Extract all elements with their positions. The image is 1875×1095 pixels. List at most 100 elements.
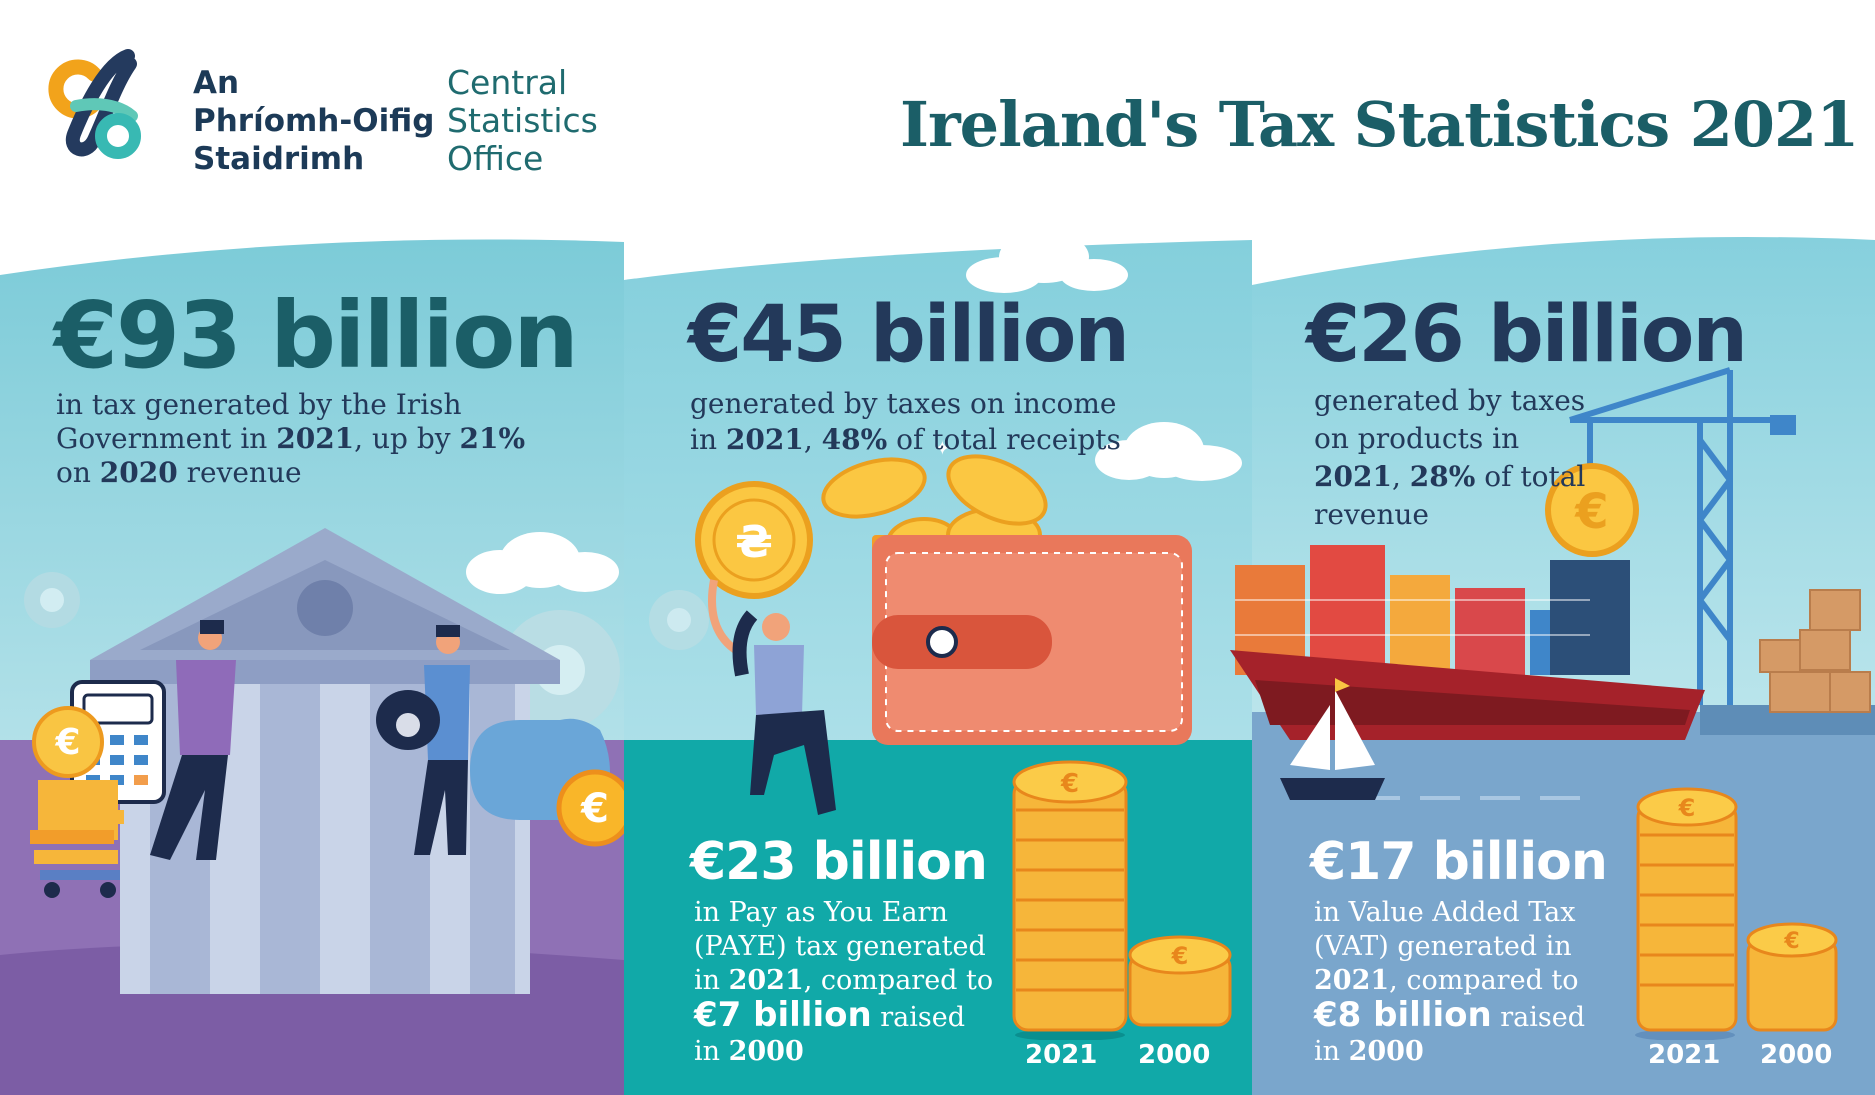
paye-line-2: (PAYE) tax generated (694, 931, 986, 962)
income-tax-description: generated by taxes on income in 2021, 48… (690, 386, 1121, 458)
products-year: 2021 (1314, 460, 1392, 493)
total-percent: 21% (459, 422, 526, 455)
gear-icon (24, 572, 80, 628)
money-bag-icon: € (470, 718, 624, 847)
vat-description: in Value Added Tax (VAT) generated in 20… (1314, 896, 1585, 1069)
svg-text:₴: ₴ (735, 517, 773, 568)
vat-headline: €17 billion (1310, 832, 1608, 892)
vat-year: 2021 (1314, 965, 1390, 996)
total-line-2: Government in 2021, up by 21% (56, 422, 525, 456)
vat-line-4: €8 billion raised (1314, 998, 1585, 1035)
paye-headline: €23 billion (690, 832, 988, 892)
euro-coin-icon: € (30, 706, 124, 898)
total-prev-year: 2020 (99, 456, 178, 489)
income-line-1: generated by taxes on income (690, 387, 1117, 420)
products-line-3: 2021, 28% of total (1314, 458, 1585, 496)
total-tax-headline: €93 billion (54, 282, 579, 389)
crane-icon (1569, 367, 1790, 705)
products-percent: 28% (1409, 460, 1476, 493)
vat-2000-amount: €8 billion (1314, 995, 1492, 1035)
euro-coin-icon: ₴ (695, 481, 813, 599)
logo-irish-line-1: An (193, 65, 240, 101)
sailboat-icon (1280, 678, 1385, 800)
paye-prev-year: 2000 (728, 1036, 804, 1067)
paye-year-label-2000: 2000 (1138, 1040, 1211, 1070)
paye-text: raised (871, 1002, 966, 1033)
income-text: of total receipts (887, 423, 1121, 456)
svg-text:✦: ✦ (934, 436, 951, 460)
logo-english-name: Central Statistics Office (447, 64, 598, 178)
vat-text: raised (1491, 1002, 1586, 1033)
logo-english-line-1: Central (447, 63, 568, 102)
total-tax-description: in tax generated by the Irish Government… (56, 388, 525, 490)
paye-line-5: in 2000 (694, 1035, 993, 1069)
paye-text: in (694, 1036, 729, 1067)
vat-text: , compared to (1389, 965, 1579, 996)
total-text: on (56, 456, 100, 489)
income-text: , (803, 423, 822, 456)
vat-year-label-2021: 2021 (1648, 1040, 1721, 1070)
income-tax-headline: €45 billion (688, 290, 1130, 380)
svg-text:€: € (1060, 769, 1079, 799)
svg-text:€: € (1574, 484, 1608, 540)
paye-text: in (694, 965, 729, 996)
paye-line-4: €7 billion raised (694, 998, 993, 1035)
total-text: Government in (56, 422, 277, 455)
products-tax-headline: €26 billion (1306, 290, 1748, 380)
income-text: in (690, 423, 726, 456)
paye-description: in Pay as You Earn (PAYE) tax generated … (694, 896, 993, 1069)
wallet-scene: ₴ ✦ (649, 235, 1242, 815)
cloud-icon (1095, 422, 1242, 481)
products-text: , (1391, 460, 1410, 493)
total-line-3: on 2020 revenue (56, 456, 525, 490)
svg-text:€: € (1783, 929, 1799, 954)
income-line-2: in 2021, 48% of total receipts (690, 422, 1121, 458)
paye-line-3: in 2021, compared to (694, 964, 993, 998)
cloud-icon (466, 532, 619, 594)
bank-building-icon: € € (24, 528, 624, 994)
total-year: 2021 (276, 422, 355, 455)
gear-icon (649, 590, 709, 650)
paye-year: 2021 (728, 965, 804, 996)
logo-english-line-3: Office (447, 139, 544, 178)
wallet-icon (821, 454, 1192, 745)
page-title: Ireland's Tax Statistics 2021 (900, 88, 1859, 161)
svg-text:€: € (580, 786, 609, 832)
vat-line-3: 2021, compared to (1314, 964, 1585, 998)
total-text: revenue (177, 456, 302, 489)
products-line-1: generated by taxes (1314, 384, 1586, 417)
income-percent: 48% (821, 423, 888, 456)
vat-prev-year: 2000 (1348, 1036, 1424, 1067)
coin-stack-icon: € € (1012, 760, 1232, 1040)
svg-text:€: € (54, 722, 80, 763)
money-bag-icon (376, 690, 440, 750)
paye-line-1: in Pay as You Earn (694, 897, 948, 928)
total-line-1: in tax generated by the Irish (56, 388, 462, 421)
vat-line-1: in Value Added Tax (1314, 897, 1576, 928)
logo-english-line-2: Statistics (447, 101, 598, 140)
paye-year-label-2021: 2021 (1025, 1040, 1098, 1070)
vat-year-label-2000: 2000 (1760, 1040, 1833, 1070)
svg-text:€: € (1171, 942, 1189, 970)
euro-coin-icon: € (1545, 463, 1639, 557)
coin-stack-icon: € € (1635, 787, 1838, 1040)
products-line-4: revenue (1314, 498, 1429, 531)
products-line-2: on products in (1314, 422, 1520, 455)
vat-line-2: (VAT) generated in (1314, 931, 1572, 962)
csi-logo-icon (48, 49, 141, 159)
products-tax-description: generated by taxes on products in 2021, … (1314, 382, 1585, 534)
income-year: 2021 (725, 423, 804, 456)
calculator-icon (70, 680, 166, 804)
total-text: , up by (354, 422, 460, 455)
boxes-icon (1759, 589, 1871, 713)
logo-irish-line-3: Staidrimh (193, 141, 365, 177)
logo-irish-line-2: Phríomh-Oifig (193, 103, 435, 139)
paye-text: , compared to (803, 965, 994, 996)
cloud-icon (966, 235, 1128, 293)
vat-text: in (1314, 1036, 1349, 1067)
logo-irish-name: An Phríomh-Oifig Staidrimh (193, 64, 434, 178)
header (0, 0, 1875, 240)
paye-2000-amount: €7 billion (694, 995, 872, 1035)
port-scene: € (1230, 367, 1871, 800)
svg-text:€: € (1678, 794, 1696, 822)
